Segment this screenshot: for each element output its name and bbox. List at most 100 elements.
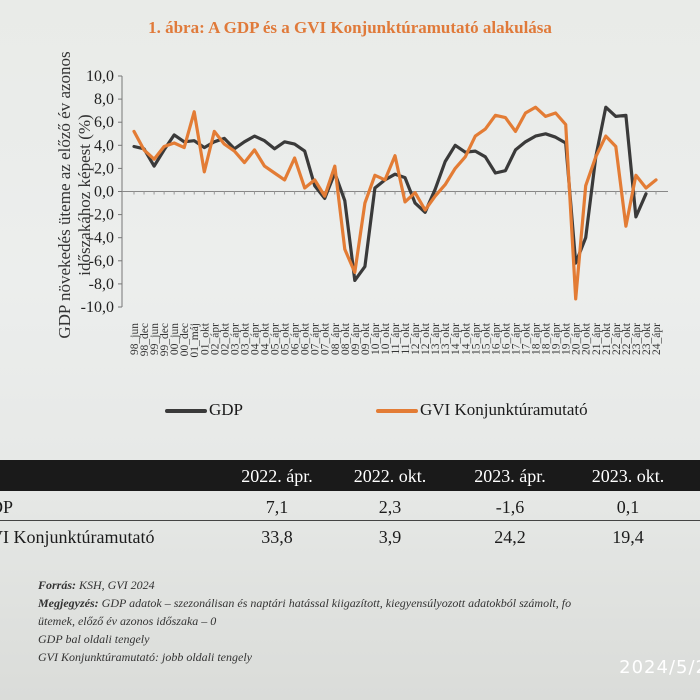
x-tick-label: 06_okt <box>300 322 312 355</box>
series-lines <box>132 105 658 301</box>
x-tick-label: 13_okt <box>440 322 452 355</box>
table-header-cell: 2023. ápr. <box>474 466 546 486</box>
y-tick-label: -2,0 <box>89 207 114 224</box>
x-tick-label: 05_ápr <box>270 323 282 355</box>
source-text: KSH, GVI 2024 <box>76 578 155 592</box>
x-tick-label: 21_okt <box>601 322 613 355</box>
row-label: DP <box>0 497 14 517</box>
x-tick-label: 24_ápr <box>651 323 663 355</box>
x-tick-label: 23_okt <box>641 322 653 355</box>
y-tick-label: -4,0 <box>89 230 114 247</box>
x-tick-label: 13_ápr <box>430 323 442 355</box>
table-row: VI Konjunktúramutató 33,8 3,9 24,2 19,4 <box>0 521 700 550</box>
x-tick-label: 11_ápr <box>390 323 402 355</box>
x-tick-label: 00_jun <box>169 323 181 355</box>
x-tick-label: 21_ápr <box>591 323 603 355</box>
x-tick-label: 04_okt <box>260 322 272 355</box>
y-tick-label: -8,0 <box>89 276 114 293</box>
x-tick-label: 16_ápr <box>490 323 502 355</box>
x-tick-label: 10_okt <box>380 322 392 355</box>
axis-note-gdp: GDP bal oldali tengely <box>38 632 150 646</box>
remark-note: Megjegyzés: GDP adatok – szezonálisan és… <box>38 594 700 612</box>
row-label: VI Konjunktúramutató <box>0 527 155 547</box>
x-tick-label: 22_ápr <box>611 323 623 355</box>
x-tick-label: 00_dec <box>179 323 191 356</box>
legend-label-gvi: GVI Konjunktúramutató <box>420 400 588 419</box>
table-header-cell: 2022. okt. <box>353 466 427 486</box>
x-tick-label: 02_okt <box>219 322 231 355</box>
y-tick-label: 10,0 <box>86 68 114 85</box>
legend-item-gdp: GDP <box>165 400 243 420</box>
table-header-cell: 2022. ápr. <box>241 466 313 486</box>
table-header-cell: 2023. okt. <box>591 466 665 486</box>
x-tick-labels: 98_jun98_dec99_jun99_dec00_jun00_dec01_m… <box>129 322 663 357</box>
x-tick-label: 10_ápr <box>370 323 382 355</box>
legend-item-gvi: GVI Konjunktúramutató <box>376 400 588 420</box>
x-tick-label: 20_okt <box>581 322 593 355</box>
x-tick-label: 09_okt <box>360 322 372 355</box>
x-tick-label: 14_okt <box>460 322 472 355</box>
x-tick-label: 01_okt <box>199 322 211 355</box>
x-tick-label: 11_okt <box>400 322 412 354</box>
table-cell: 3,9 <box>378 527 402 547</box>
x-tick-label: 03_ápr <box>229 323 241 355</box>
y-tick-label: 8,0 <box>94 91 114 108</box>
x-tick-label: 08_ápr <box>330 323 342 355</box>
footnotes: Forrás: KSH, GVI 2024 Megjegyzés: GDP ad… <box>38 576 700 666</box>
table-row: DP 7,1 2,3 -1,6 0,1 <box>0 491 700 521</box>
x-tick-label: 22_okt <box>621 322 633 355</box>
note-label: Megjegyzés: <box>38 596 99 610</box>
x-tick-label: 14_ápr <box>450 323 462 355</box>
y-tick-label: -6,0 <box>89 253 114 270</box>
x-tick-label: 07_ápr <box>310 323 322 355</box>
y-tick-label: -10,0 <box>81 299 114 316</box>
x-tick-label: 99_jun <box>149 323 161 355</box>
x-tick-label: 19_ápr <box>551 323 563 355</box>
legend-label-gdp: GDP <box>209 400 244 419</box>
line-chart: 10,0 8,0 6,0 4,0 2,0 0,0 -2,0 -4,0 -6,0 -8,0 -10,0… <box>81 68 668 358</box>
y-tick-label: 6,0 <box>94 114 114 131</box>
chart-title: 1. ábra: A GDP és a GVI Konjunktúramutat… <box>148 18 552 37</box>
x-tick-label: 15_okt <box>480 322 492 355</box>
x-tick-label: 08_okt <box>340 322 352 355</box>
x-tick-label: 01_máj <box>189 323 201 358</box>
x-tick-label: 09_ápr <box>350 323 362 355</box>
y-tick-label: 2,0 <box>94 160 114 177</box>
x-tick-label: 18_ápr <box>531 323 543 355</box>
x-tick-label: 16_okt <box>500 322 512 355</box>
note-text: GDP adatok – szezonálisan és naptári hat… <box>98 596 572 610</box>
x-tick-label: 20_ápr <box>571 323 583 355</box>
x-tick-label: 12_ápr <box>410 323 422 355</box>
table-header: 2022. ápr. 2022. okt. 2023. ápr. 2023. o… <box>0 460 700 491</box>
x-tick-label: 18_okt <box>541 322 553 355</box>
axis-note-gvi: GVI Konjunktúramutató: jobb oldali tenge… <box>38 650 252 664</box>
x-tick-label: 99_dec <box>159 323 171 356</box>
y-tick-label: 0,0 <box>94 184 114 201</box>
source-note: Forrás: KSH, GVI 2024 <box>38 576 700 594</box>
x-tick-label: 02_ápr <box>209 323 221 355</box>
table-cell: 0,1 <box>616 497 640 517</box>
series-line-gvi <box>132 105 658 301</box>
x-tick-label: 12_okt <box>420 322 432 355</box>
x-tick-label: 06_ápr <box>290 323 302 355</box>
x-tick-label: 15_ápr <box>470 323 482 355</box>
data-table: 2022. ápr. 2022. okt. 2023. ápr. 2023. o… <box>0 460 700 550</box>
y-tick-label: 4,0 <box>94 137 114 154</box>
x-tick-label: 23_ápr <box>631 323 643 355</box>
x-tick-label: 05_okt <box>280 322 292 355</box>
legend-swatch-gvi <box>376 409 418 414</box>
y-tick-labels: 10,0 8,0 6,0 4,0 2,0 0,0 -2,0 -4,0 -6,0 -8,0 -10,0 <box>81 68 114 316</box>
remark-note-line2: ütemek, előző év azonos időszaka – 0 <box>38 614 217 628</box>
x-tick-label: 98_dec <box>139 323 151 356</box>
photo-timestamp: 2024/5/2 <box>619 657 700 678</box>
table-cell: 33,8 <box>261 527 293 547</box>
table-cell: 2,3 <box>378 497 402 517</box>
x-tick-label: 17_ápr <box>510 323 522 355</box>
x-tick-label: 07_okt <box>320 322 332 355</box>
x-tick-label: 17_okt <box>521 322 533 355</box>
table-cell: 19,4 <box>612 527 644 547</box>
table-cell: -1,6 <box>495 497 525 517</box>
x-tick-label: 19_okt <box>561 322 573 355</box>
table-cell: 24,2 <box>494 527 526 547</box>
x-tick-label: 98_jun <box>129 323 141 355</box>
